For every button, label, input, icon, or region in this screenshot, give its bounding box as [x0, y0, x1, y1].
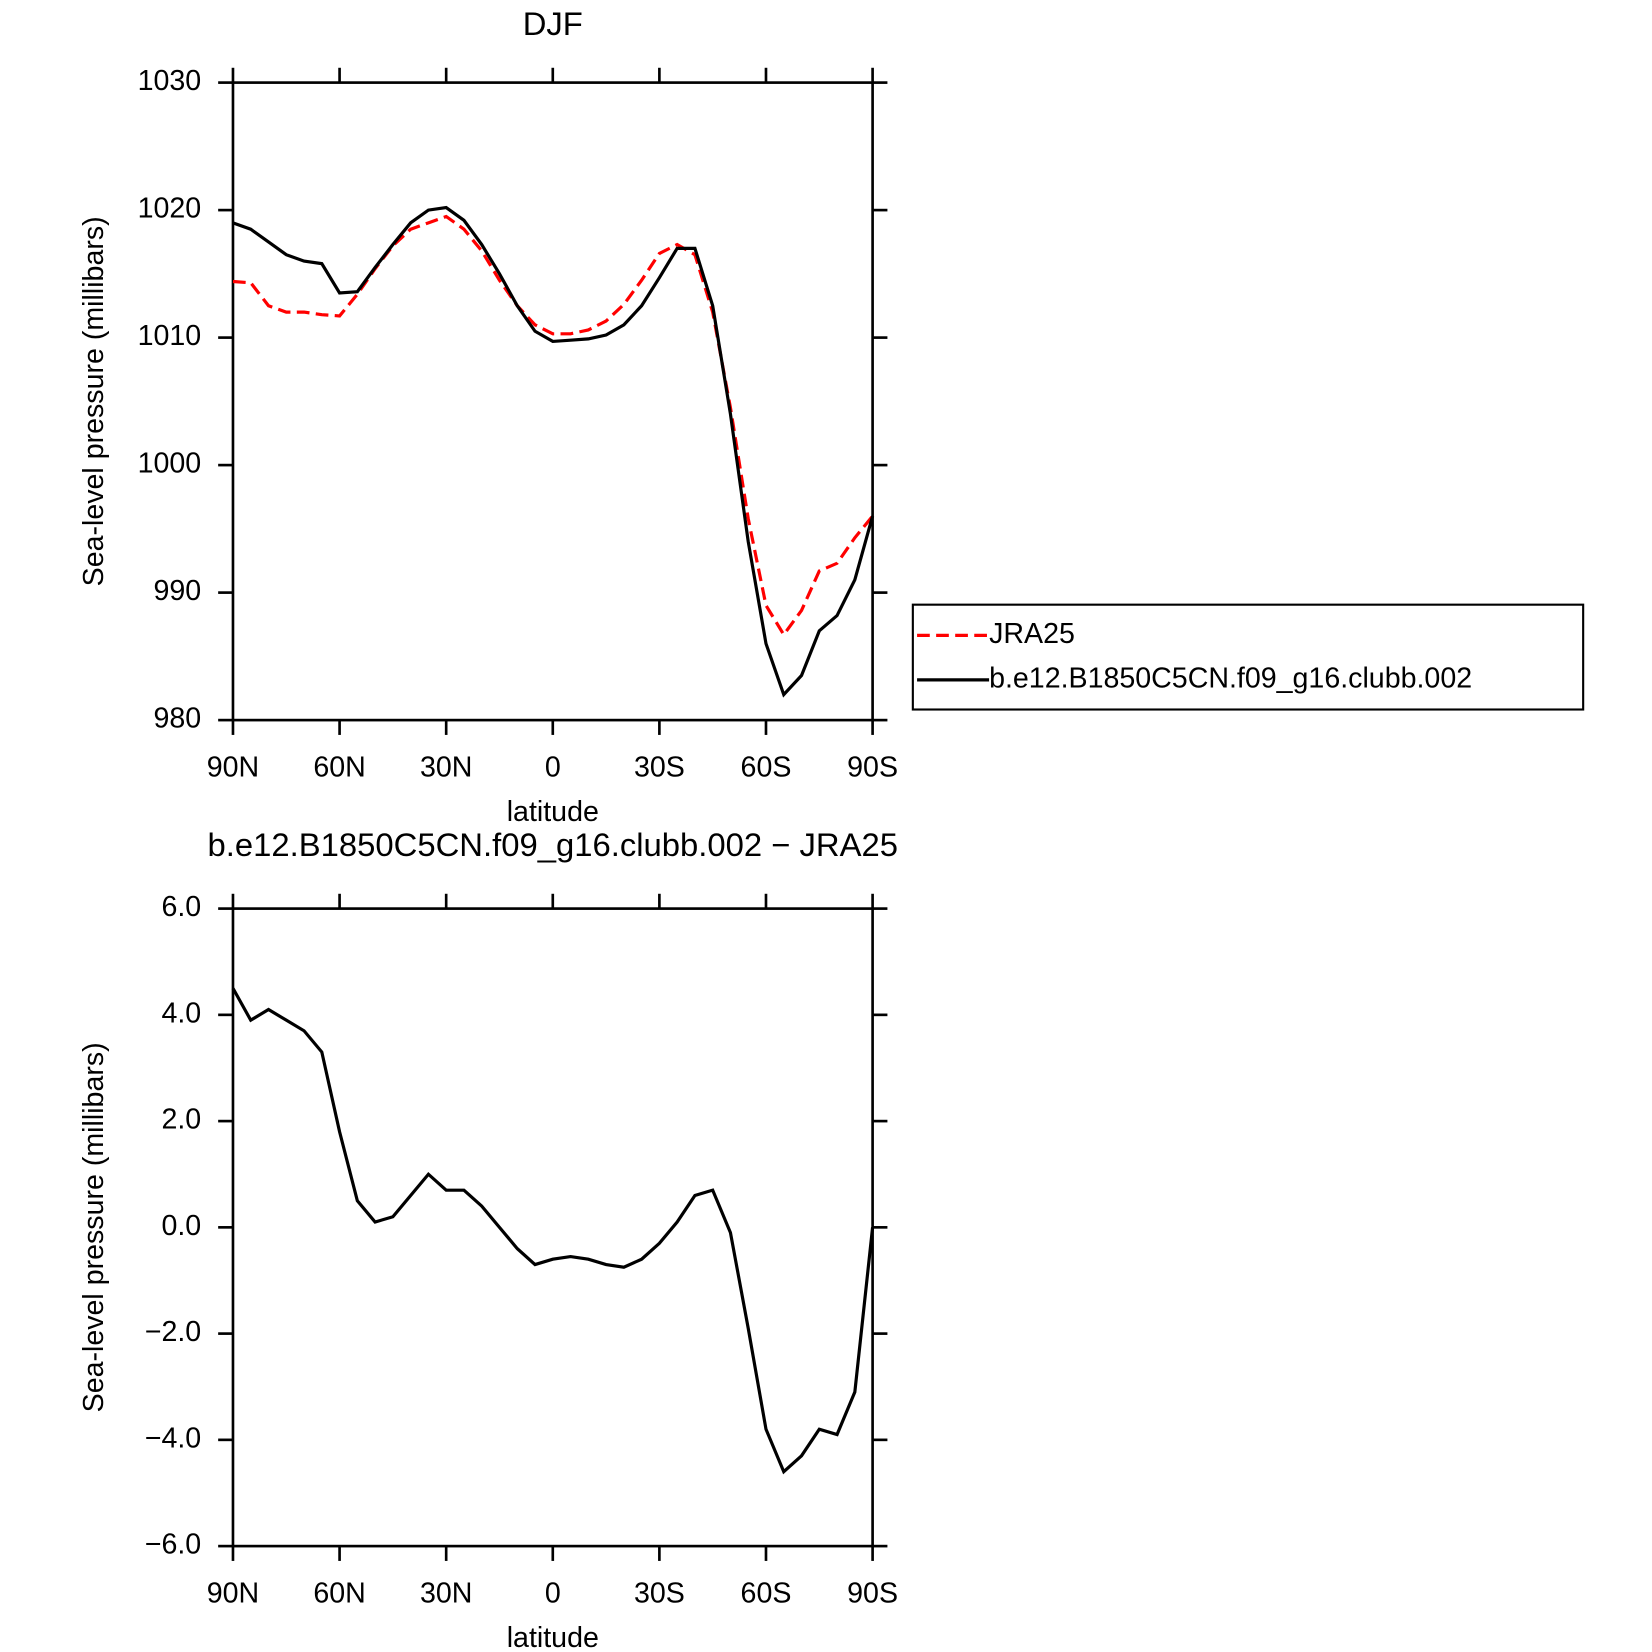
data-line [231, 987, 875, 1475]
plot-frame [231, 81, 874, 722]
y-tick-label: 1010 [138, 320, 202, 352]
legend-box [911, 603, 1585, 711]
y-tick-label: −4.0 [145, 1422, 201, 1454]
legend-label: b.e12.B1850C5CN.f09_g16.clubb.002 [989, 662, 1472, 694]
x-tick-label: 90N [207, 1577, 259, 1609]
plot-frame [231, 907, 874, 1548]
x-tick-label: 30N [420, 1577, 472, 1609]
y-tick-label: −6.0 [145, 1529, 201, 1561]
chart-title: b.e12.B1850C5CN.f09_g16.clubb.002 − JRA2… [208, 826, 898, 863]
y-axis-label: Sea-level pressure (millibars) [78, 1042, 110, 1412]
x-tick-label: 90S [847, 1577, 898, 1609]
y-tick-label: −2.0 [145, 1316, 201, 1348]
x-tick-label: 30N [420, 751, 472, 783]
data-line [232, 214, 874, 638]
x-tick-label: 60N [313, 1577, 365, 1609]
y-tick-label: 1020 [138, 193, 202, 225]
y-tick-label: 2.0 [161, 1104, 201, 1136]
y-tick-label: 980 [154, 703, 202, 735]
x-tick-label: 0 [545, 1577, 561, 1609]
x-axis-label: latitude [507, 1622, 599, 1652]
chart-title: DJF [523, 5, 583, 42]
x-tick-label: 60S [741, 1577, 792, 1609]
data-line [232, 205, 875, 698]
y-tick-label: 1030 [138, 65, 202, 97]
y-tick-label: 990 [154, 575, 202, 607]
x-tick-label: 90N [207, 751, 259, 783]
y-tick-label: 0.0 [161, 1210, 201, 1242]
y-axis-label: Sea-level pressure (millibars) [78, 216, 110, 586]
x-tick-label: 90S [847, 751, 898, 783]
x-tick-label: 30S [634, 751, 685, 783]
x-tick-label: 0 [545, 751, 561, 783]
x-axis-label: latitude [507, 796, 599, 828]
x-tick-label: 60N [313, 751, 365, 783]
x-tick-label: 60S [741, 751, 792, 783]
y-tick-label: 4.0 [161, 997, 201, 1029]
x-tick-label: 30S [634, 1577, 685, 1609]
legend-label: JRA25 [989, 618, 1075, 650]
y-tick-label: 6.0 [161, 891, 201, 923]
y-tick-label: 1000 [138, 448, 202, 480]
